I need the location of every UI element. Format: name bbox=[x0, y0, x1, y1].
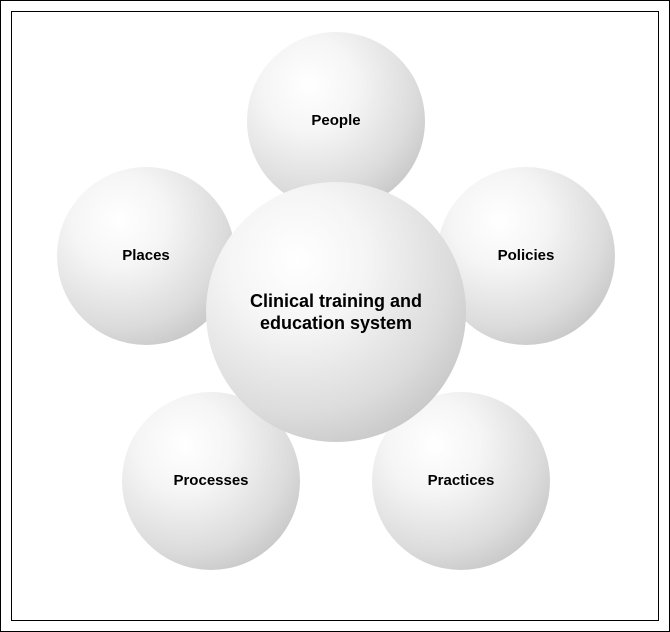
diagram-canvas: People Policies Practices Processes Plac… bbox=[11, 11, 659, 621]
satellite-label: People bbox=[301, 112, 370, 131]
center-circle: Clinical training and education system bbox=[206, 182, 466, 442]
satellite-label: Places bbox=[112, 247, 180, 266]
satellite-label: Practices bbox=[418, 472, 505, 491]
satellite-label: Policies bbox=[488, 247, 565, 266]
outer-frame: People Policies Practices Processes Plac… bbox=[0, 0, 670, 632]
satellite-label: Processes bbox=[163, 472, 258, 491]
center-label: Clinical training and education system bbox=[206, 290, 466, 335]
